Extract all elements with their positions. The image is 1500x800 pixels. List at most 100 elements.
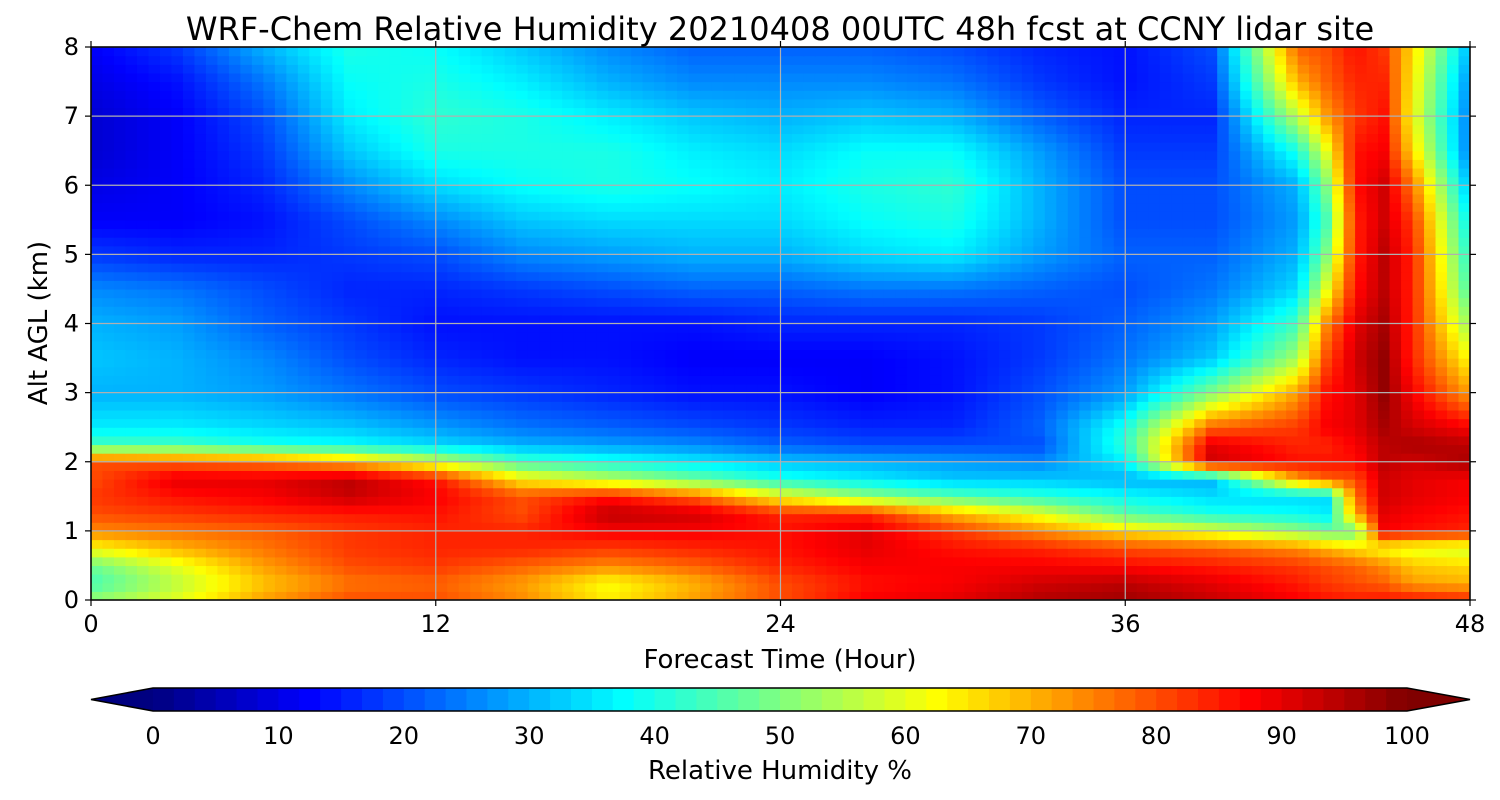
heatmap-cell xyxy=(883,263,897,273)
heatmap-cell xyxy=(1102,245,1115,255)
heatmap-cell xyxy=(803,366,816,376)
heatmap-cell xyxy=(665,288,678,299)
heatmap-cell xyxy=(1228,539,1241,549)
heatmap-cell xyxy=(1458,392,1470,402)
heatmap-cell xyxy=(263,556,276,567)
heatmap-cell xyxy=(389,349,402,359)
heatmap-cell xyxy=(1286,556,1299,567)
heatmap-cell xyxy=(1297,574,1310,584)
heatmap-cell xyxy=(791,487,805,497)
heatmap-cell xyxy=(585,383,598,394)
heatmap-cell xyxy=(539,306,552,316)
heatmap-cell xyxy=(1217,582,1230,592)
heatmap-cell xyxy=(481,453,494,463)
heatmap-cell xyxy=(481,409,494,420)
heatmap-cell xyxy=(447,470,460,480)
heatmap-cell xyxy=(1320,366,1333,376)
heatmap-cell xyxy=(757,280,770,290)
heatmap-cell xyxy=(1447,513,1460,523)
heatmap-cell xyxy=(389,323,402,333)
heatmap-cell xyxy=(1090,306,1103,316)
heatmap-cell xyxy=(1251,539,1264,549)
heatmap-cell xyxy=(688,314,701,325)
heatmap-cell xyxy=(803,254,816,264)
heatmap-cell xyxy=(550,237,563,247)
heatmap-cell xyxy=(1263,496,1276,506)
heatmap-cell xyxy=(941,392,954,402)
heatmap-cell xyxy=(987,271,1000,281)
heatmap-cell xyxy=(481,358,494,368)
heatmap-cell xyxy=(1412,444,1425,454)
heatmap-cell xyxy=(837,332,851,342)
heatmap-cell xyxy=(1343,453,1356,463)
heatmap-cell xyxy=(182,358,196,368)
heatmap-cell xyxy=(217,565,230,575)
heatmap-cell xyxy=(872,288,885,299)
heatmap-cell xyxy=(585,556,598,567)
heatmap-cell xyxy=(504,461,517,471)
heatmap-cell xyxy=(1125,513,1138,523)
heatmap-cell xyxy=(1435,453,1448,463)
heatmap-cell xyxy=(240,254,253,264)
heatmap-cell xyxy=(929,487,942,497)
heatmap-cell xyxy=(343,574,356,584)
heatmap-cell xyxy=(608,280,621,290)
heatmap-cell xyxy=(906,271,919,281)
heatmap-cell xyxy=(309,306,322,316)
heatmap-cell xyxy=(895,366,908,376)
heatmap-cell xyxy=(1194,401,1207,411)
heatmap-cell xyxy=(814,254,828,264)
heatmap-cell xyxy=(1309,496,1322,506)
heatmap-cell xyxy=(125,237,138,247)
heatmap-cell xyxy=(1401,453,1414,463)
heatmap-cell xyxy=(1102,522,1115,532)
heatmap-cell xyxy=(412,375,425,385)
heatmap-cell xyxy=(1435,487,1448,497)
heatmap-cell xyxy=(1113,314,1126,325)
heatmap-cell xyxy=(1412,314,1425,325)
heatmap-cell xyxy=(550,314,563,325)
heatmap-cell xyxy=(975,591,988,600)
heatmap-cell xyxy=(1194,409,1207,420)
heatmap-cell xyxy=(631,591,644,600)
heatmap-cell xyxy=(573,565,586,575)
heatmap-cell xyxy=(424,444,437,454)
heatmap-cell xyxy=(723,556,736,567)
heatmap-cell xyxy=(1309,461,1322,471)
heatmap-cell xyxy=(1136,340,1149,351)
heatmap-cell xyxy=(1458,513,1470,523)
heatmap-cell xyxy=(1424,496,1437,506)
heatmap-cell xyxy=(573,280,586,290)
heatmap-cell xyxy=(895,375,908,385)
heatmap-cell xyxy=(631,530,644,541)
heatmap-cell xyxy=(746,479,759,489)
heatmap-cell xyxy=(1044,513,1057,523)
heatmap-cell xyxy=(1102,271,1115,281)
heatmap-cell xyxy=(1286,522,1299,532)
heatmap-cell xyxy=(1389,496,1402,506)
heatmap-cell xyxy=(757,392,770,402)
heatmap-cell xyxy=(941,237,954,247)
heatmap-cell xyxy=(1056,409,1069,420)
heatmap-cell xyxy=(826,574,839,584)
heatmap-cell xyxy=(1286,358,1299,368)
heatmap-cell xyxy=(1251,427,1264,437)
heatmap-cell xyxy=(1113,453,1126,463)
heatmap-cell xyxy=(1021,496,1034,506)
heatmap-cell xyxy=(1378,271,1391,281)
heatmap-cell xyxy=(424,418,437,428)
heatmap-cell xyxy=(481,254,494,264)
heatmap-cell xyxy=(1067,271,1080,281)
heatmap-cell xyxy=(711,358,724,368)
heatmap-cell xyxy=(1205,349,1218,359)
heatmap-cell xyxy=(1320,375,1333,385)
heatmap-cell xyxy=(1251,513,1264,523)
heatmap-cell xyxy=(872,530,885,541)
heatmap-cell xyxy=(1240,513,1253,523)
heatmap-cell xyxy=(447,418,460,428)
heatmap-cell xyxy=(964,574,977,584)
heatmap-cell xyxy=(562,306,575,316)
heatmap-cell xyxy=(929,530,942,541)
heatmap-cell xyxy=(746,522,759,532)
heatmap-cell xyxy=(1389,556,1402,567)
